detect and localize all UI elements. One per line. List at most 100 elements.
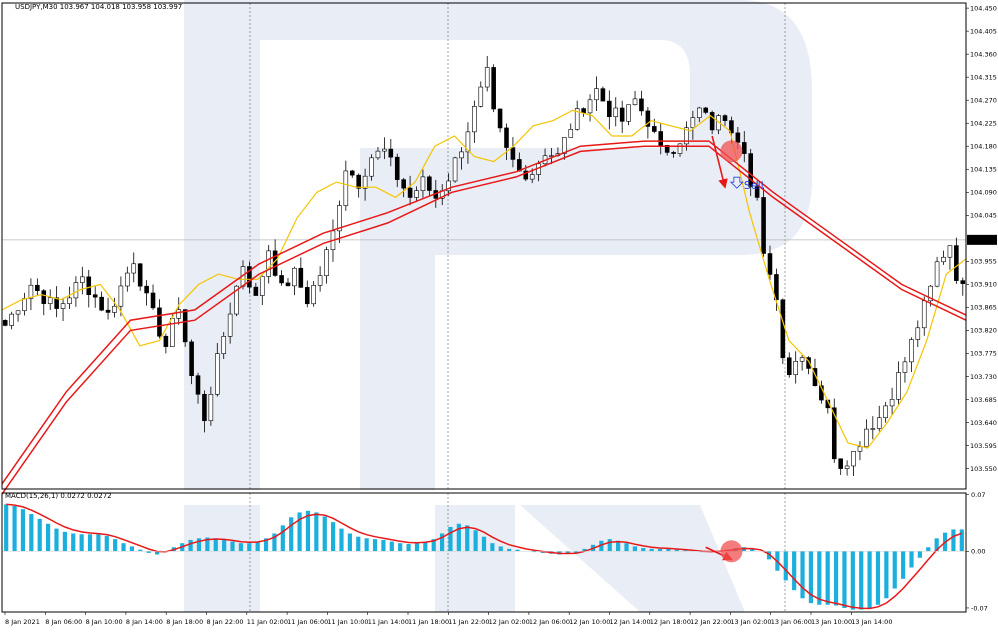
candle [272,239,278,277]
candle [562,137,567,160]
x-tick-label: 11 Jan 18:00 [408,618,449,626]
candle-bear [607,100,612,118]
candle [806,356,811,375]
candle-bull [864,428,869,448]
candle-bear [831,407,837,460]
candle [105,297,111,320]
candle-bear [163,335,169,347]
candle [99,291,104,312]
current-price-box [967,234,997,245]
candle [182,309,188,347]
candle [677,143,683,157]
candle-bull [131,263,137,274]
chart-title: USDJPY,M30 103.967 104.018 103.958 103.9… [15,3,182,11]
candle [28,278,34,311]
candle [484,56,490,92]
candle [504,123,509,161]
candle [478,81,484,108]
candle-bull [934,261,940,287]
candle-bull [362,175,368,189]
candle [889,387,895,415]
candle-bear [639,98,644,112]
candle [799,354,805,371]
candle [343,160,349,211]
candle [394,153,400,188]
candle-bear [394,156,400,180]
candle [382,137,387,160]
candle [131,252,137,283]
x-tick-label: 12 Jan 14:00 [610,618,651,626]
x-tick-label: 8 Jan 10:00 [86,618,123,626]
candle [324,246,329,284]
candle [876,405,882,432]
candle [452,156,458,183]
candle [741,131,747,163]
candle-bull [915,327,921,340]
candle-bull [22,298,27,312]
candle-bull [876,417,882,429]
candle [176,297,182,325]
candle [838,458,843,475]
macd-signal-line [6,503,963,610]
x-tick-label: 8 Jan 14:00 [126,618,163,626]
y-tick-label: 103.955 [970,258,997,266]
candle [35,278,40,297]
x-tick-label: 8 Jan 06:00 [45,618,82,626]
candle-bull [857,446,863,452]
candle-bull [921,300,927,329]
candle-bear [150,292,156,309]
macd-y-tick-label: 0.00 [971,548,985,556]
candle-bear [709,112,715,131]
candle [337,200,342,243]
candle-bear [144,285,149,294]
candle-bull [382,148,387,152]
candle-bear [658,131,664,146]
candle-bull [562,137,567,154]
candle-bear [99,296,104,311]
candle-bull [15,310,21,315]
candle [259,275,265,306]
candle [266,245,271,284]
candle [189,339,194,385]
grid-layer [2,3,966,612]
candle [722,114,728,126]
candle-bull [414,190,419,198]
candle-bear [202,393,207,422]
candle-bull [793,360,798,376]
candle [954,237,959,284]
candle-bull [902,361,908,373]
x-tick-label: 12 Jan 06:00 [529,618,570,626]
candle-bull [60,303,66,309]
candle [195,372,201,404]
macd-title: MACD(15,26,1) 0.0272 0.0272 [5,492,112,500]
macd-layer [2,503,966,610]
candle-bull [259,276,265,296]
candle-bull [452,157,458,182]
candle-bear [86,276,92,296]
candle-bull [870,428,876,430]
y-tick-label: 103.820 [970,327,997,335]
candle [388,138,394,167]
candle-bull [369,157,374,177]
y-tick-label: 104.315 [970,73,997,81]
candle-bear [279,275,284,284]
candle-bear [41,290,47,304]
candle [208,386,214,426]
candle-bear [735,132,741,143]
candle [632,90,638,106]
candle-bear [253,286,259,296]
candle-bear [523,170,529,180]
candle [157,299,162,339]
candle [369,154,374,181]
main-chart-layer [1,56,967,495]
candle [491,64,496,113]
candle-bull [311,285,316,305]
candle [812,358,818,387]
x-tick-label: 13 Jan 02:00 [730,618,771,626]
candle-bull [549,155,554,157]
candle [407,175,413,206]
candle-bear [189,341,194,376]
candle-bear [2,320,8,326]
candle-bull [529,174,535,180]
